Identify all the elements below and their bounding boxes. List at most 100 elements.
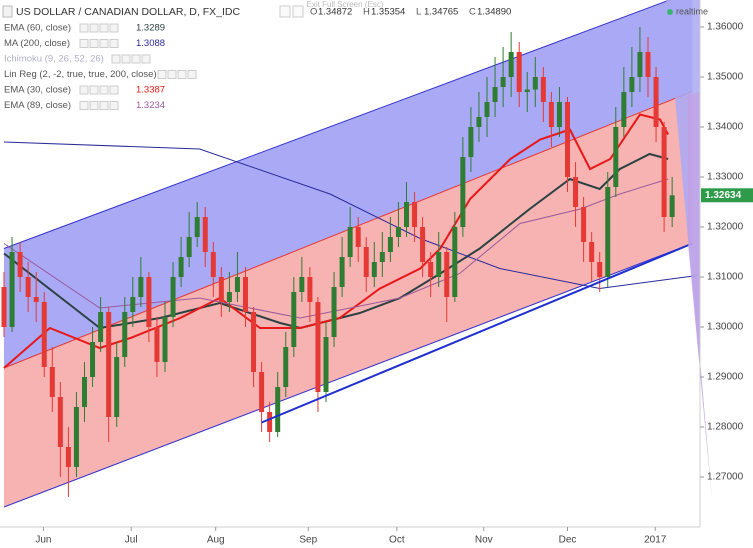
candle-body bbox=[556, 102, 562, 127]
legend-icon bbox=[157, 70, 167, 79]
legend: US DOLLAR / CANADIAN DOLLAR, D, FX_IDC E… bbox=[2, 0, 708, 111]
y-tick-label: 1.29000 bbox=[707, 372, 744, 383]
candle-body bbox=[573, 177, 579, 207]
ohlc-label: C bbox=[469, 7, 476, 18]
candle-body bbox=[484, 102, 490, 117]
candle-body bbox=[436, 252, 442, 277]
candle-body bbox=[170, 277, 176, 317]
status: realtime bbox=[676, 6, 708, 16]
legend-icon bbox=[99, 39, 109, 48]
candle-body bbox=[1, 287, 7, 327]
x-tick-label: Nov bbox=[475, 535, 493, 546]
candle-body bbox=[500, 77, 506, 87]
legend-icon bbox=[187, 70, 197, 79]
status-dot bbox=[667, 9, 673, 15]
candle-body bbox=[613, 127, 619, 187]
candle-body bbox=[492, 87, 498, 102]
channel-upper-line bbox=[3, 0, 671, 249]
candle-body bbox=[420, 227, 426, 262]
ohlc-label: O bbox=[310, 7, 317, 18]
candle-body bbox=[476, 117, 482, 127]
candle-body bbox=[49, 367, 55, 397]
ohlc-label: H bbox=[363, 7, 370, 18]
candle-body bbox=[444, 252, 450, 297]
candle-body bbox=[130, 297, 136, 312]
ohlc-label: L bbox=[416, 7, 421, 18]
candle-body bbox=[259, 372, 265, 412]
candle-body bbox=[637, 52, 643, 77]
legend-icon bbox=[79, 23, 89, 33]
candle-body bbox=[339, 257, 345, 287]
candle-body bbox=[605, 187, 611, 277]
candle-body bbox=[355, 227, 361, 247]
candle-body bbox=[653, 77, 659, 127]
y-tick-label: 1.36000 bbox=[707, 22, 744, 33]
candle-body bbox=[412, 202, 418, 227]
candle-body bbox=[57, 397, 63, 447]
legend-icon bbox=[111, 54, 121, 64]
candle-body bbox=[114, 357, 120, 417]
candle-body bbox=[540, 77, 546, 102]
candle-body bbox=[122, 312, 128, 357]
candle-body bbox=[516, 52, 522, 92]
ohlc-value: 1.34765 bbox=[424, 7, 458, 18]
ohlc-value: 1.34890 bbox=[477, 7, 511, 18]
legend-name: Lin Reg (2, -2, true, true, 200, close) bbox=[4, 69, 157, 80]
candle-body bbox=[629, 77, 635, 92]
candle-body bbox=[307, 277, 313, 302]
candle-body bbox=[299, 277, 305, 292]
candle-body bbox=[210, 252, 216, 277]
legend-icon bbox=[141, 54, 151, 64]
legend-icon bbox=[109, 23, 119, 33]
candle-body bbox=[532, 77, 538, 90]
candle-body bbox=[226, 292, 232, 302]
trendline bbox=[261, 242, 693, 424]
candle-body bbox=[178, 257, 184, 277]
legend-icon bbox=[79, 85, 89, 95]
candle-body bbox=[548, 102, 554, 127]
candle-body bbox=[379, 252, 385, 262]
candle-body bbox=[106, 312, 112, 417]
candle-body bbox=[90, 342, 96, 377]
candle-body bbox=[645, 52, 651, 77]
y-tick-label: 1.31000 bbox=[707, 272, 744, 283]
symbol-title: US DOLLAR / CANADIAN DOLLAR, D, FX_IDC bbox=[16, 6, 240, 18]
legend-icon bbox=[109, 101, 119, 110]
legend-icon bbox=[121, 54, 131, 64]
legend-icon bbox=[89, 101, 99, 110]
ohlc-value: 1.35354 bbox=[371, 7, 405, 18]
settings-icon[interactable] bbox=[292, 5, 304, 18]
y-tick-label: 1.32000 bbox=[707, 222, 744, 233]
symbol-icon bbox=[2, 5, 13, 18]
candle-body bbox=[291, 292, 297, 347]
candle-body bbox=[186, 237, 192, 257]
x-tick-label: Sep bbox=[299, 535, 317, 546]
legend-name: EMA (89, close) bbox=[4, 100, 71, 111]
legend-icon bbox=[89, 39, 99, 48]
eye-icon[interactable] bbox=[279, 5, 291, 18]
candle-body bbox=[138, 277, 144, 297]
legend-value: 1.3387 bbox=[136, 85, 165, 96]
candle-body bbox=[218, 277, 224, 302]
candle-body bbox=[460, 157, 466, 227]
candle-body bbox=[565, 102, 570, 177]
candle-body bbox=[323, 337, 329, 392]
channel-lower-line bbox=[3, 243, 693, 508]
candle-body bbox=[524, 89, 530, 92]
legend-icon bbox=[99, 23, 109, 33]
legend-name: Ichimoku (9, 26, 52, 26) bbox=[4, 54, 104, 65]
candle-body bbox=[371, 262, 377, 277]
x-tick-label: Jul bbox=[125, 535, 138, 546]
y-tick-label: 1.30000 bbox=[707, 322, 744, 333]
candle-body bbox=[243, 277, 248, 312]
candle-body bbox=[154, 327, 160, 362]
legend-icon bbox=[167, 70, 177, 79]
candle-body bbox=[347, 227, 353, 257]
last-price-box bbox=[701, 188, 753, 203]
candle-body bbox=[283, 347, 289, 387]
exit-hint: Exit Full Screen (Esc) bbox=[307, 0, 384, 9]
candle-body bbox=[41, 302, 47, 367]
channel-lower-fill bbox=[4, 91, 693, 507]
candle-body bbox=[452, 227, 458, 297]
candle-body bbox=[387, 237, 393, 252]
